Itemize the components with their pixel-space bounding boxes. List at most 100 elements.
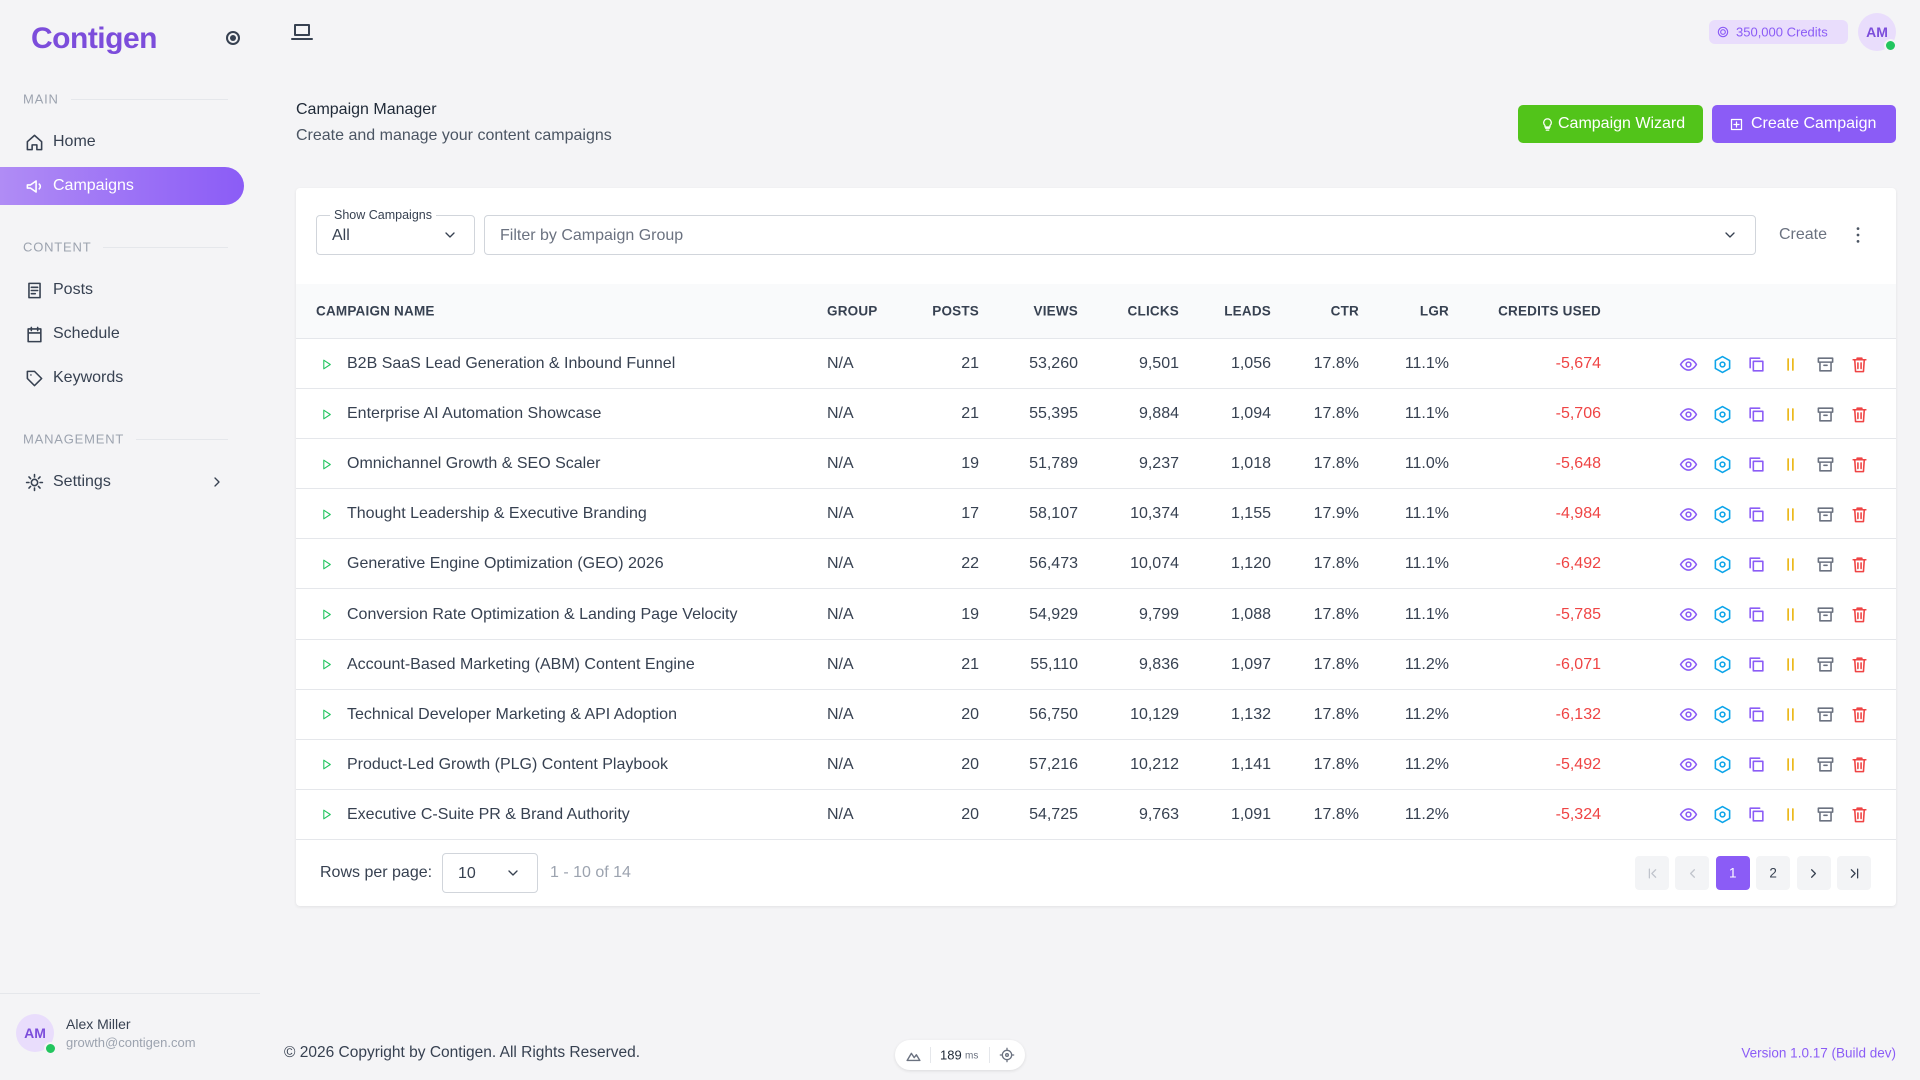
campaign-name[interactable]: Product-Led Growth (PLG) Content Playboo… — [347, 755, 669, 773]
duplicate-action[interactable] — [1747, 605, 1766, 624]
delete-action[interactable] — [1850, 755, 1869, 774]
view-action[interactable] — [1679, 405, 1698, 424]
pause-action[interactable] — [1781, 605, 1800, 624]
top-avatar[interactable]: AM — [1858, 13, 1896, 51]
archive-action[interactable] — [1816, 355, 1835, 374]
pause-action[interactable] — [1781, 805, 1800, 824]
run-icon[interactable] — [320, 658, 333, 671]
delete-action[interactable] — [1850, 605, 1869, 624]
pause-action[interactable] — [1781, 355, 1800, 374]
campaign-name[interactable]: B2B SaaS Lead Generation & Inbound Funne… — [347, 355, 676, 372]
archive-action[interactable] — [1816, 705, 1835, 724]
nav-item[interactable]: Keywords — [53, 369, 124, 386]
pause-action[interactable] — [1781, 505, 1800, 524]
delete-action[interactable] — [1850, 355, 1869, 374]
pause-action[interactable] — [1781, 455, 1800, 474]
pause-action[interactable] — [1781, 555, 1800, 574]
pause-action[interactable] — [1781, 705, 1800, 724]
next-page[interactable] — [1796, 856, 1831, 890]
view-action[interactable] — [1679, 455, 1698, 474]
nav-item[interactable]: Campaigns — [53, 177, 134, 194]
run-icon[interactable] — [320, 708, 333, 721]
duplicate-action[interactable] — [1747, 805, 1766, 824]
duplicate-action[interactable] — [1747, 705, 1766, 724]
create-link[interactable]: Create — [1779, 226, 1828, 243]
delete-action[interactable] — [1850, 505, 1869, 524]
campaign-name[interactable]: Enterprise AI Automation Showcase — [347, 405, 602, 423]
run-icon[interactable] — [320, 808, 333, 821]
duplicate-action[interactable] — [1747, 455, 1766, 474]
duplicate-action[interactable] — [1747, 505, 1766, 524]
settings-action[interactable] — [1713, 555, 1732, 574]
run-icon[interactable] — [320, 558, 333, 571]
archive-action[interactable] — [1816, 405, 1835, 424]
settings-action[interactable] — [1713, 805, 1732, 824]
settings-action[interactable] — [1713, 605, 1732, 624]
last-page[interactable] — [1837, 856, 1871, 890]
archive-action[interactable] — [1816, 455, 1835, 474]
run-icon[interactable] — [320, 408, 333, 421]
archive-action[interactable] — [1816, 555, 1835, 574]
duplicate-action[interactable] — [1747, 755, 1766, 774]
settings-action[interactable] — [1713, 405, 1732, 424]
create-campaign-button[interactable]: Create Campaign — [1712, 105, 1896, 143]
view-action[interactable] — [1679, 605, 1698, 624]
view-action[interactable] — [1679, 355, 1698, 374]
nav-item[interactable]: Home — [53, 133, 96, 150]
nav-item[interactable]: Settings — [53, 473, 111, 490]
archive-action[interactable] — [1816, 505, 1835, 524]
settings-action[interactable] — [1713, 505, 1732, 524]
archive-action[interactable] — [1816, 655, 1835, 674]
prev-page[interactable] — [1675, 856, 1710, 890]
delete-action[interactable] — [1850, 405, 1869, 424]
settings-action[interactable] — [1713, 755, 1732, 774]
campaign-name[interactable]: Technical Developer Marketing & API Adop… — [347, 705, 677, 723]
group-filter[interactable]: Filter by Campaign Group — [484, 215, 1756, 255]
view-action[interactable] — [1679, 555, 1698, 574]
delete-action[interactable] — [1850, 655, 1869, 674]
run-icon[interactable] — [320, 608, 333, 621]
campaign-name[interactable]: Executive C-Suite PR & Brand Authority — [347, 805, 630, 823]
view-action[interactable] — [1679, 655, 1698, 674]
campaign-name[interactable]: Thought Leadership & Executive Branding — [347, 505, 647, 523]
page-button[interactable]: 2 — [1756, 856, 1791, 890]
device-icon[interactable] — [290, 20, 314, 44]
rows-per-page-select[interactable]: 10 — [442, 853, 538, 893]
view-action[interactable] — [1679, 755, 1698, 774]
sidebar-toggle[interactable] — [226, 31, 240, 45]
run-icon[interactable] — [320, 358, 333, 371]
archive-action[interactable] — [1816, 755, 1835, 774]
delete-action[interactable] — [1850, 555, 1869, 574]
settings-action[interactable] — [1713, 705, 1732, 724]
archive-action[interactable] — [1816, 805, 1835, 824]
duplicate-action[interactable] — [1747, 655, 1766, 674]
run-icon[interactable] — [320, 758, 333, 771]
run-icon[interactable] — [320, 508, 333, 521]
credits-pill[interactable]: 350,000 Credits — [1709, 20, 1848, 44]
duplicate-action[interactable] — [1747, 355, 1766, 374]
first-page[interactable] — [1635, 856, 1669, 890]
pause-action[interactable] — [1781, 405, 1800, 424]
page-button[interactable]: 1 — [1715, 856, 1750, 890]
view-action[interactable] — [1679, 505, 1698, 524]
view-action[interactable] — [1679, 805, 1698, 824]
settings-action[interactable] — [1713, 455, 1732, 474]
settings-action[interactable] — [1713, 655, 1732, 674]
nav-item[interactable]: Schedule — [53, 325, 120, 342]
duplicate-action[interactable] — [1747, 405, 1766, 424]
settings-action[interactable] — [1713, 355, 1732, 374]
pause-action[interactable] — [1781, 655, 1800, 674]
campaign-name[interactable]: Omnichannel Growth & SEO Scaler — [347, 455, 601, 473]
run-icon[interactable] — [320, 458, 333, 471]
locate-icon[interactable] — [999, 1047, 1015, 1063]
delete-action[interactable] — [1850, 805, 1869, 824]
delete-action[interactable] — [1850, 705, 1869, 724]
delete-action[interactable] — [1850, 455, 1869, 474]
view-action[interactable] — [1679, 705, 1698, 724]
nav-item[interactable]: Posts — [53, 281, 94, 298]
more-menu[interactable] — [1847, 224, 1869, 246]
campaign-name[interactable]: Conversion Rate Optimization & Landing P… — [347, 605, 738, 623]
archive-action[interactable] — [1816, 605, 1835, 624]
pause-action[interactable] — [1781, 755, 1800, 774]
campaign-name[interactable]: Generative Engine Optimization (GEO) 202… — [347, 555, 664, 573]
